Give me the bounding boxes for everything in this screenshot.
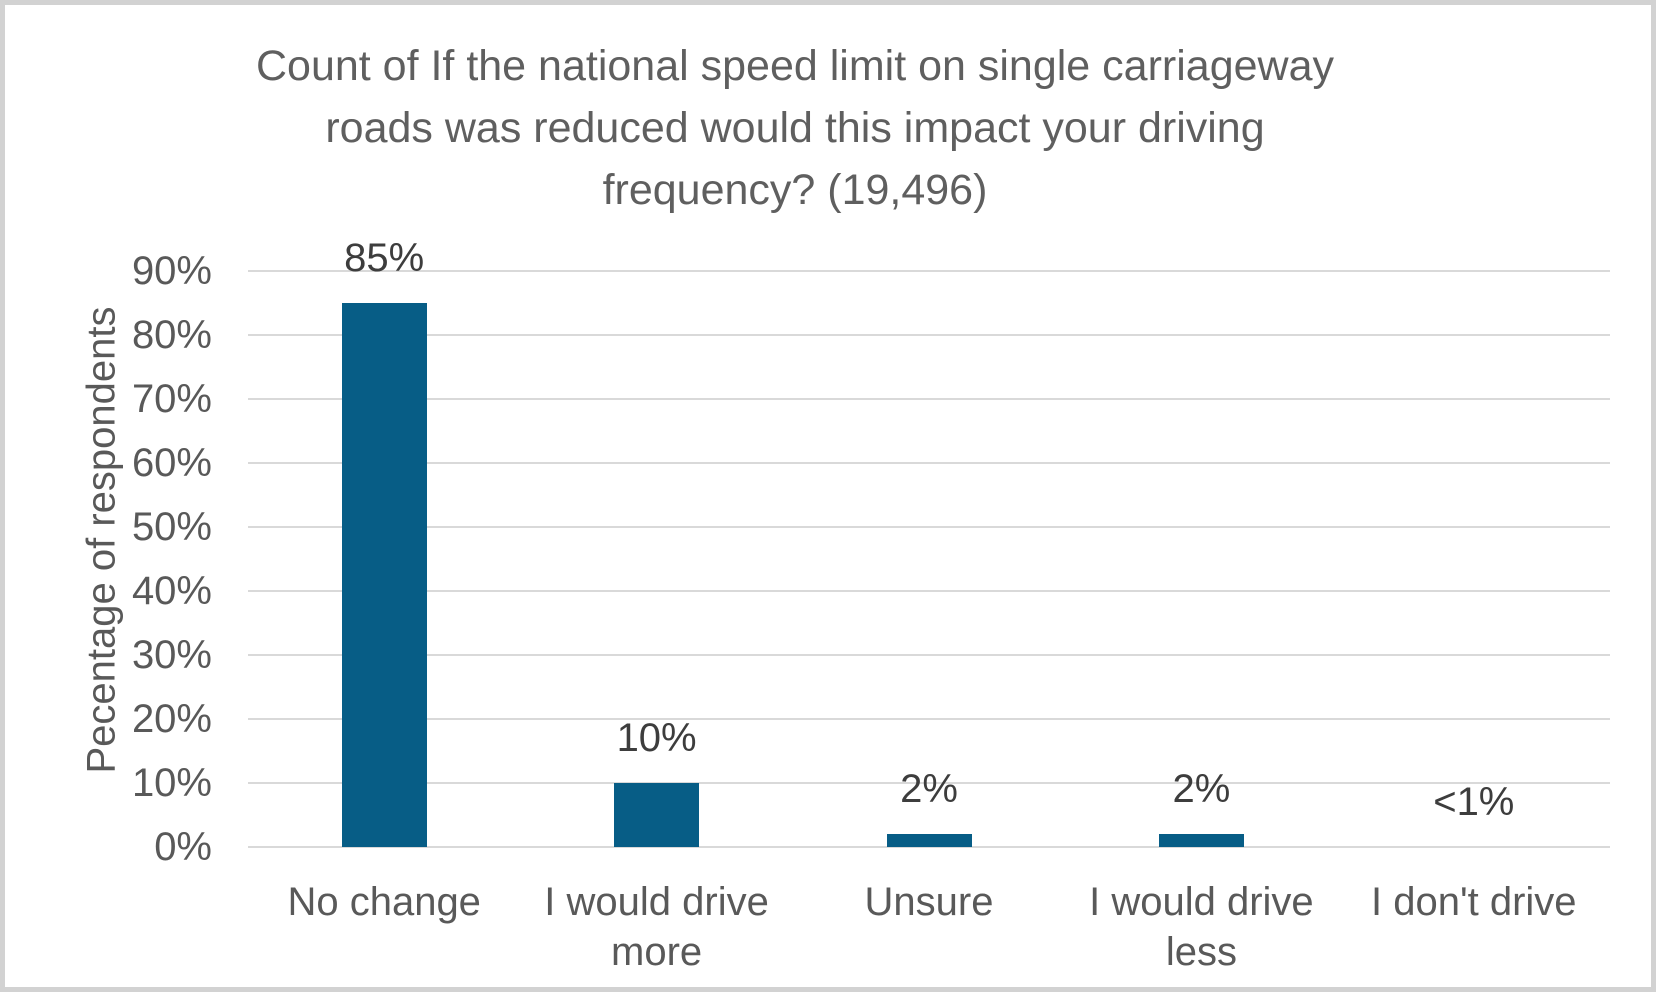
y-axis-tick-label: 70% <box>131 377 212 421</box>
y-axis-tick-label: 30% <box>131 633 212 677</box>
gridline <box>248 590 1610 592</box>
gridline <box>248 846 1610 848</box>
x-axis-label: Unsure <box>864 880 994 924</box>
gridline <box>248 334 1610 336</box>
bar-no-change <box>341 303 427 847</box>
chart-title-line: roads was reduced would this impact your… <box>325 104 1265 152</box>
data-label: 85% <box>344 236 425 280</box>
y-axis-tick-label: 40% <box>131 569 212 613</box>
data-label: 2% <box>1172 767 1231 812</box>
y-axis-tick-label: 0% <box>154 825 212 869</box>
data-label: <1% <box>1433 780 1515 824</box>
chart-title-line: frequency? (19,496) <box>602 166 988 214</box>
y-axis-tick-label: 10% <box>131 761 212 805</box>
y-axis-tick-label: 20% <box>131 697 212 741</box>
gridline <box>248 782 1610 784</box>
gridline <box>248 270 1610 272</box>
data-label: 2% <box>900 767 958 812</box>
x-axis-label: No change <box>287 880 481 924</box>
gridline <box>248 462 1610 464</box>
x-axis-label: I would drive more <box>544 880 769 974</box>
gridline <box>248 398 1610 400</box>
bar-i-would-drive-less <box>1158 834 1244 847</box>
data-label: 10% <box>616 716 697 760</box>
chart-title-line: Count of If the national speed limit on … <box>255 42 1334 90</box>
chart-title: Count of If the national speed limit on … <box>5 35 1585 221</box>
gridline <box>248 526 1610 528</box>
x-axis-label: I would drive less <box>1089 880 1314 974</box>
bar-unsure <box>886 834 972 847</box>
x-axis-label: I don't drive <box>1371 880 1577 924</box>
gridline <box>248 718 1610 720</box>
y-axis-tick-label: 50% <box>131 505 212 549</box>
y-axis-tick-label: 60% <box>131 441 212 485</box>
y-axis-tick-label: 80% <box>131 313 212 357</box>
gridline <box>248 654 1610 656</box>
bar-i-would-drive-more <box>614 783 700 847</box>
y-axis-tick-label: 90% <box>131 249 212 293</box>
